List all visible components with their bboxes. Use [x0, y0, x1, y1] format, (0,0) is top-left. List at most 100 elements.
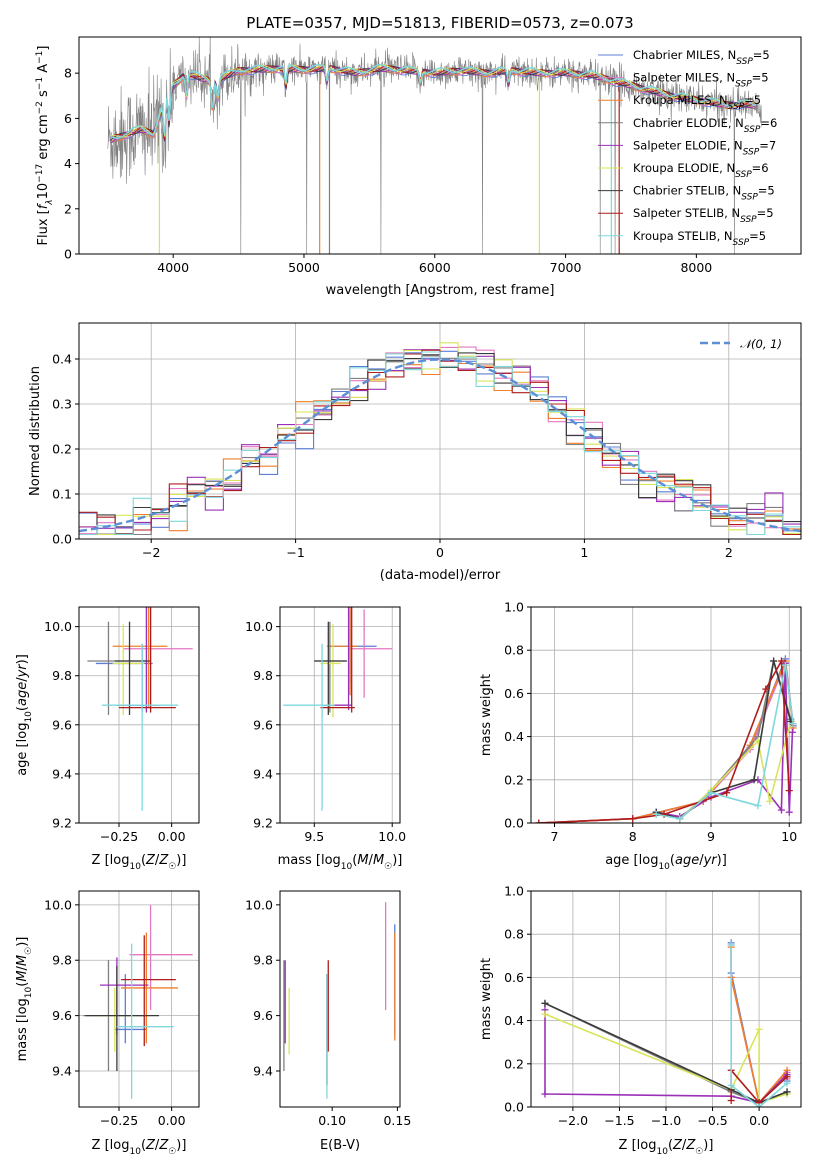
y-tick-label: 1.0: [504, 884, 524, 899]
weight-point: [660, 810, 668, 818]
weight-point: [676, 815, 684, 823]
errorbar-kroupa-miles: [326, 607, 358, 696]
weight-point: [629, 815, 637, 823]
x-tick-label: 6000: [419, 260, 451, 275]
y-tick-label: 0.4: [504, 729, 524, 744]
legend-entry: Chabrier MILES, NSSP=5: [633, 48, 770, 67]
errorbar-kroupa-elodie: [320, 624, 341, 718]
y-tick-label: 0.2: [504, 772, 524, 787]
x-tick-label: 4000: [157, 260, 189, 275]
weight-vs-age-plot-area: [535, 655, 797, 823]
y-tick-label: 8: [64, 66, 72, 81]
y-tick-label: 9.2: [52, 816, 72, 831]
weight-line: [538, 657, 794, 823]
age-vs-mass-plot-area: [283, 607, 393, 811]
x-tick-label: 0.00: [158, 829, 186, 844]
x-tick-label: 7000: [550, 260, 582, 275]
panel-mass-vs-Z: −0.25 0.00 9.4 9.6 9.8 10.0 Z [log10(Z/Z☉)] mas…: [15, 890, 200, 1157]
y-tick-label: 9.8: [52, 668, 72, 683]
y-tick-label: 0.0: [504, 1100, 524, 1115]
y-tick-label: 10.0: [245, 619, 273, 634]
panel-weight-vs-Z: −2.0 −1.5 −1.0 −0.5 0.0 0.0 0.2 0.4 0.6 0.8 1.0 Z […: [479, 884, 802, 1157]
mass-vs-EBV-axes-frame: [279, 890, 401, 1108]
weight-point: [762, 685, 770, 693]
model-spectrum-kroupa-elodie: [110, 64, 756, 138]
residual-histogram-kroupa-stelib: [79, 351, 801, 536]
x-tick-label: 0.00: [158, 1113, 186, 1128]
y-tick-label: 9.8: [52, 953, 72, 968]
x-tick-label: 0.10: [318, 1113, 346, 1128]
y-tick-label: 10.0: [44, 619, 72, 634]
residuals-plot-area: [79, 342, 801, 536]
y-tick-label: 10.0: [44, 897, 72, 912]
errorbar-kroupa-miles: [112, 607, 168, 708]
y-axis-label: mass [log10(M/M☉)]: [15, 937, 34, 1062]
y-tick-label: 0.3: [52, 397, 72, 412]
x-tick-label: −0.5: [697, 1113, 727, 1128]
y-tick-label: 0.0: [504, 816, 524, 831]
x-tick-label: 10.0: [378, 829, 406, 844]
age-vs-Z-axes-frame: [78, 606, 200, 824]
x-tick-label: −1: [286, 545, 304, 560]
x-tick-label: 8: [629, 829, 637, 844]
errorbar-salpeter-stelib: [119, 607, 176, 713]
y-tick-label: 1.0: [504, 600, 524, 615]
legend-entry: Kroupa MILES, NSSP=5: [633, 93, 761, 112]
errorbar-chabrier-stelib: [114, 621, 151, 715]
x-tick-label: −2: [142, 545, 160, 560]
x-tick-label: 1: [580, 545, 588, 560]
y-axis-label: Flux [fλ10−17 erg cm−2 s−1 A−1]: [35, 46, 55, 246]
y-tick-label: 6: [64, 111, 72, 126]
spectrum-plot-area: [107, 37, 762, 254]
x-tick-label: 9.5: [304, 829, 324, 844]
panel-spectrum: Chabrier MILES, NSSP=5 Salpeter MILES, NS…: [35, 36, 802, 298]
legend-entry: 𝒩(0, 1): [740, 337, 782, 351]
panel-residuals: 𝒩(0, 1) −2 −1 0 1 2 0.0 0.1 0.2 0.3 0.4 (data-model…: [28, 322, 802, 583]
y-tick-label: 0.4: [504, 1013, 524, 1028]
y-tick-label: 0.6: [504, 970, 524, 985]
x-axis-label: (data-model)/error: [380, 568, 501, 583]
y-tick-label: 2: [64, 201, 72, 216]
y-tick-label: 9.6: [52, 1008, 72, 1023]
y-tick-label: 0.2: [504, 1056, 524, 1071]
weight-point: [755, 1103, 763, 1107]
errorbar-salpeter-miles: [123, 607, 193, 711]
weight-point: [783, 1079, 791, 1087]
weight-point: [785, 787, 793, 795]
mass-vs-Z-grid: [79, 891, 199, 1107]
mass-vs-EBV-plot-area: [283, 902, 396, 1099]
weight-point: [785, 808, 793, 816]
errorbar-salpeter-elodie: [100, 957, 149, 1035]
x-axis-label: wavelength [Angstrom, rest frame]: [326, 283, 555, 298]
x-tick-label: −1.0: [651, 1113, 681, 1128]
errorbar-chabrier-miles: [114, 974, 147, 1044]
x-tick-label: −0.25: [100, 829, 138, 844]
weight-point: [727, 1097, 735, 1105]
y-tick-label: 0.4: [52, 352, 72, 367]
y-tick-label: 0.6: [504, 686, 524, 701]
weight-point: [707, 789, 715, 797]
errorbar-kroupa-elodie: [112, 624, 145, 715]
y-tick-label: 0.8: [504, 927, 524, 942]
panel-age-vs-Z: −0.25 0.00 9.2 9.4 9.6 9.8 10.0 Z [log10(Z/Z☉)]…: [15, 606, 200, 872]
y-axis-label: mass weight: [479, 674, 494, 756]
weight-line-chabrier-elodie: [652, 657, 795, 823]
y-axis-label: age [log10(age/yr)]: [15, 654, 34, 776]
weight-line-kroupa-elodie: [652, 717, 795, 823]
legend-entry: Salpeter MILES, NSSP=5: [633, 71, 769, 90]
y-axis-label: Normed distribution: [28, 366, 43, 496]
weight-point: [766, 797, 774, 805]
y-tick-label: 9.6: [253, 1008, 273, 1023]
y-tick-label: 0: [64, 247, 72, 262]
errorbar-chabrier-miles: [95, 643, 153, 713]
errorbar-kroupa-elodie: [93, 987, 136, 1052]
weight-line-chabrier-stelib: [652, 657, 795, 823]
chart-title: PLATE=0357, MJD=51813, FIBERID=0573, z=0…: [246, 14, 633, 32]
errorbar-salpeter-miles: [348, 609, 393, 698]
weight-line-kroupa-stelib: [727, 941, 791, 1107]
legend-entry: Kroupa STELIB, NSSP=5: [633, 229, 766, 248]
errorbar-chabrier-elodie: [314, 621, 346, 713]
weight-point: [727, 941, 735, 949]
weight-point: [652, 810, 660, 818]
y-tick-label: 0.0: [52, 532, 72, 547]
